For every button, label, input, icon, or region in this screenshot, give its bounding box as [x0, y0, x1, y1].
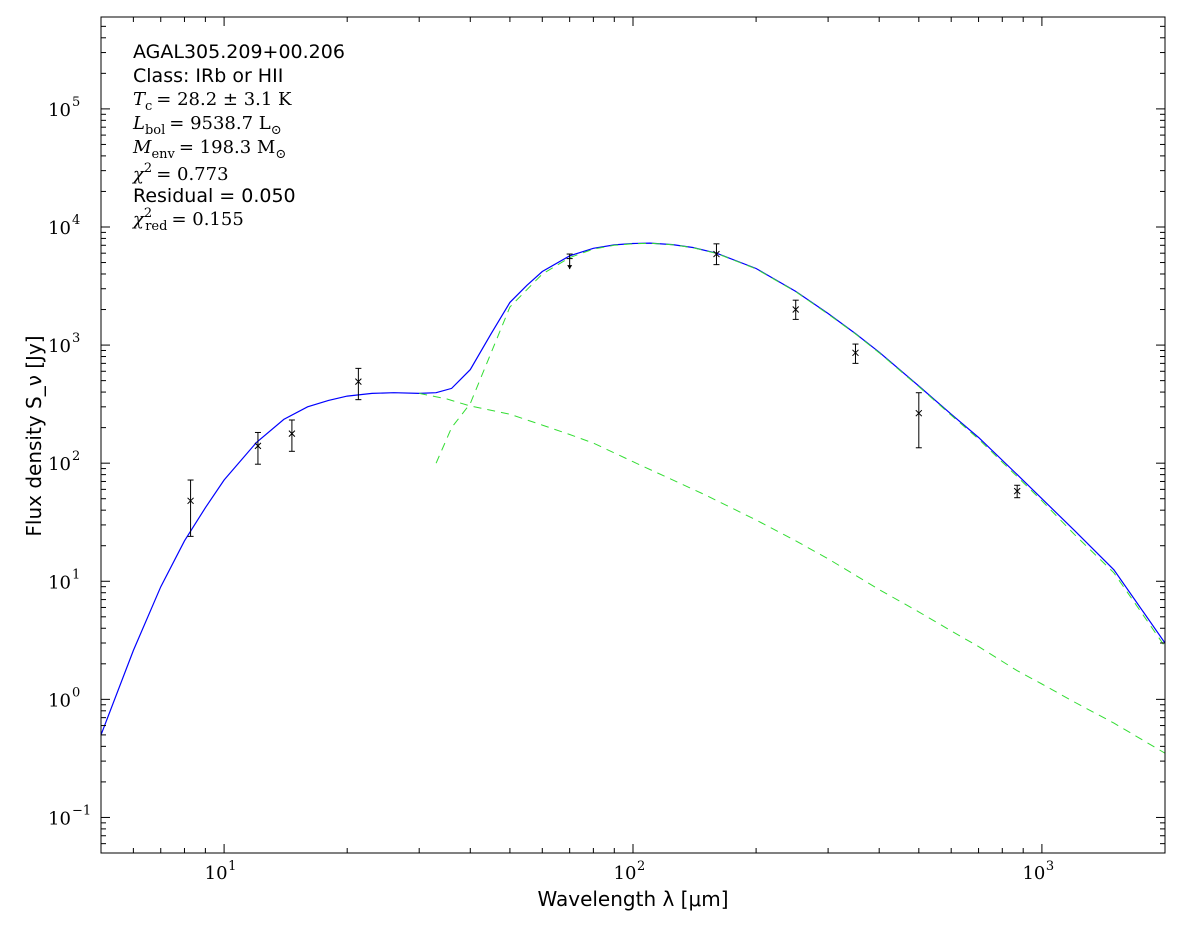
data-point-3 [288, 419, 296, 452]
source-name: AGAL305.209+00.206 [133, 41, 345, 63]
data-point-5 [566, 253, 573, 270]
y-tick-label: 10 [48, 454, 71, 475]
y-tick-label: 10 [48, 100, 71, 121]
data-point-2 [254, 431, 262, 465]
menv-value: = 198.3 M [179, 137, 276, 158]
lbol-sub: bol [145, 123, 165, 138]
data-point-7 [792, 299, 800, 320]
data-marker [254, 442, 262, 450]
annotation-block: AGAL305.209+00.206 Class: IRb or HII Tc =… [131, 41, 345, 234]
lbol-line: Lbol = 9538.7 L⊙ [132, 113, 282, 138]
y-tick-exponent: 3 [72, 331, 80, 346]
data-marker [187, 497, 194, 505]
y-tick-exponent: −1 [72, 803, 91, 818]
x-tick-exponent: 1 [228, 859, 236, 874]
upper-limit-arrow [567, 265, 573, 270]
data-point-8 [852, 343, 859, 364]
chi2red-sub: red [145, 219, 167, 234]
y-tick-label: 10 [48, 336, 71, 357]
y-tick-label: 10 [48, 808, 71, 829]
axis-ticks: 10 1 10 2 10 310 −110 010 110 210 310 410 5 [48, 17, 1165, 884]
tc-symbol: T [133, 89, 147, 110]
residual-label: Residual = 0.050 [133, 185, 296, 207]
plot-frame [100, 16, 1166, 854]
data-marker [852, 349, 859, 357]
x-tick-exponent: 2 [637, 859, 645, 874]
y-tick-exponent: 1 [72, 567, 80, 582]
y-tick-label: 10 [48, 572, 71, 593]
y-tick-label: 10 [48, 218, 71, 239]
y-axis-label: Flux density S_ν [Jy] [22, 335, 46, 536]
y-tick-exponent: 5 [72, 95, 80, 110]
x-tick-label: 10 [1022, 863, 1045, 884]
y-tick-exponent: 2 [72, 449, 80, 464]
data-marker [1013, 487, 1021, 495]
data-marker [792, 306, 800, 313]
data-marker [713, 250, 720, 258]
component-line-2 [419, 392, 1165, 754]
chi2red-value: = 0.155 [171, 209, 243, 230]
x-tick-label: 10 [205, 863, 228, 884]
y-tick-exponent: 0 [72, 685, 80, 700]
data-point-6 [713, 243, 720, 266]
data-point-9 [915, 392, 923, 449]
observations [187, 243, 1021, 537]
tc-line: Tc = 28.2 ± 3.1 K [133, 89, 292, 114]
chi2-sup: 2 [144, 161, 152, 176]
chi2-symbol: χ [131, 164, 145, 185]
model-curves [101, 242, 1165, 754]
class-label: Class: IRb or HII [133, 65, 283, 87]
menv-symbol: M [132, 137, 152, 158]
x-axis-label: Wavelength λ [μm] [537, 887, 728, 911]
chi2red-sup: 2 [144, 206, 152, 221]
data-marker [355, 378, 362, 386]
component-line-1 [435, 242, 1165, 647]
tc-sub: c [145, 99, 152, 114]
y-tick-exponent: 4 [72, 213, 80, 228]
data-point-4 [355, 367, 362, 401]
menv-line: Menv = 198.3 M⊙ [132, 137, 286, 162]
x-tick-exponent: 3 [1046, 859, 1054, 874]
menv-sub: env [151, 147, 175, 162]
data-point-1 [187, 479, 194, 537]
chi2-value: = 0.773 [156, 164, 228, 185]
menv-unit-sub: ⊙ [275, 147, 286, 162]
tc-value: = 28.2 ± 3.1 K [156, 89, 292, 110]
data-marker [915, 409, 923, 417]
data-point-10 [1013, 484, 1021, 499]
data-marker [288, 430, 296, 437]
lbol-value: = 9538.7 L [169, 113, 271, 134]
chi2-line: χ2 = 0.773 [131, 161, 229, 185]
lbol-symbol: L [132, 113, 145, 134]
chi2red-line: χ2 red = 0.155 [131, 206, 244, 234]
lbol-unit-sub: ⊙ [271, 123, 282, 138]
x-tick-label: 10 [614, 863, 637, 884]
y-tick-label: 10 [48, 690, 71, 711]
chi2red-symbol: χ [131, 209, 145, 230]
